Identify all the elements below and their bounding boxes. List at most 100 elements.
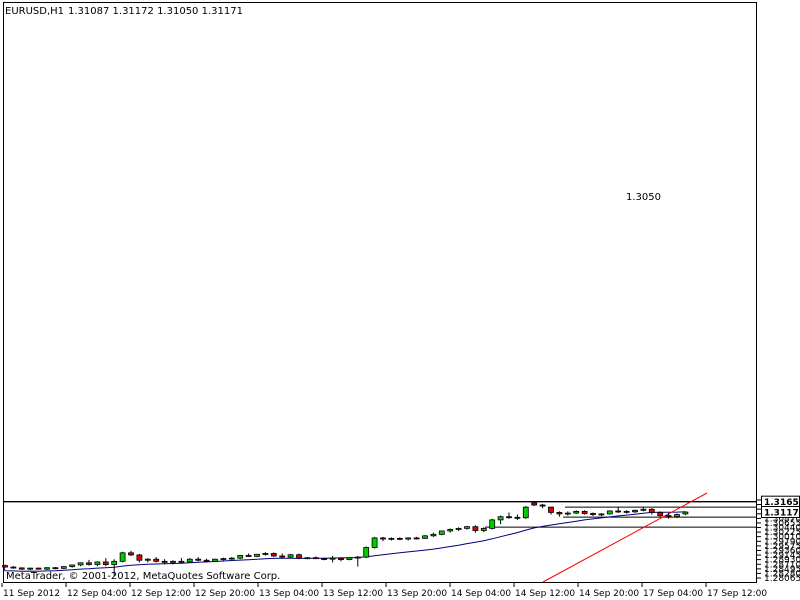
candle-body-bull <box>262 553 269 555</box>
x-tick-label: 11 Sep 2012 <box>3 589 60 599</box>
candle-body-bull <box>346 557 353 561</box>
candle <box>153 557 160 563</box>
candle-body-bear <box>18 567 25 570</box>
y-tick-label: 1.28495 <box>764 565 800 575</box>
candle <box>329 556 336 563</box>
candle-body-bull <box>27 567 34 570</box>
candle <box>464 525 470 530</box>
candle <box>556 511 563 517</box>
candle <box>94 561 101 567</box>
candle <box>195 557 202 562</box>
candle <box>598 513 605 517</box>
candle-body-bull <box>212 558 218 562</box>
candle <box>128 550 134 557</box>
candle <box>447 528 454 533</box>
candle-body-bear <box>10 566 17 569</box>
candle-body-bull <box>237 554 244 559</box>
candle-body-bear <box>380 537 386 540</box>
candle-body-bull <box>354 556 361 559</box>
candle-body-bear <box>86 562 92 565</box>
current-price-label: 1.31171 <box>764 508 800 518</box>
candle <box>480 527 487 533</box>
candle <box>380 536 386 542</box>
y-tick-label: 1.29790 <box>764 537 800 547</box>
candle <box>422 535 428 540</box>
candle-body-bull <box>186 558 193 563</box>
candle <box>472 525 479 533</box>
candle-body-bull <box>405 537 412 540</box>
candle <box>170 560 176 565</box>
candle <box>632 509 638 514</box>
candle-body-bull <box>388 537 395 540</box>
candle-body-bull <box>640 508 647 511</box>
candle-body-bull <box>573 510 580 514</box>
candle <box>539 503 546 509</box>
candle <box>548 506 554 515</box>
candle-body-bear <box>102 561 109 565</box>
candles <box>2 501 689 577</box>
candle <box>354 556 361 567</box>
y-tick-label: 1.30870 <box>764 514 800 524</box>
candle <box>682 511 689 516</box>
candle <box>371 536 378 549</box>
x-tick-label: 12 Sep 20:00 <box>195 589 255 599</box>
candle <box>270 552 277 558</box>
y-tick-label: 1.30655 <box>764 519 800 529</box>
support-level-label: 1.3050 <box>626 192 661 203</box>
candle <box>144 558 151 563</box>
candle-body-bear <box>581 510 588 514</box>
candle-body-bear <box>623 510 630 513</box>
y-tick-label: 1.28280 <box>764 569 800 579</box>
candle-body-bull <box>430 533 437 537</box>
candle-body-bear <box>153 558 160 562</box>
y-tick-label: 1.29145 <box>764 551 800 561</box>
candle <box>606 510 613 515</box>
candle <box>237 554 244 560</box>
candle-body-bull <box>329 557 336 560</box>
candle <box>18 567 25 570</box>
candle <box>388 537 395 541</box>
candle-body-bear <box>556 512 563 515</box>
candle <box>186 558 193 563</box>
candle-body-bear <box>296 554 302 559</box>
x-tick-label: 12 Sep 04:00 <box>67 589 127 599</box>
candle-body-bull <box>371 537 378 548</box>
candle <box>220 557 227 561</box>
candle <box>573 510 580 514</box>
candle <box>615 507 622 514</box>
candle <box>674 513 680 519</box>
x-tick-label: 17 Sep 04:00 <box>643 589 703 599</box>
candle-body-bear <box>195 558 202 561</box>
candle <box>405 537 412 541</box>
plot-frame <box>3 2 757 583</box>
candle <box>506 512 512 519</box>
candle-body-bull <box>480 527 487 531</box>
candle <box>363 546 370 559</box>
candle-body-bull <box>489 519 496 529</box>
candle <box>52 567 59 570</box>
candle <box>564 511 571 516</box>
candle-body-bear <box>548 506 554 513</box>
candle <box>312 556 319 560</box>
candle <box>228 557 235 560</box>
candle-body-bear <box>531 502 538 506</box>
candle <box>531 501 538 507</box>
candle-body-bear <box>312 557 319 560</box>
candle-body-bull <box>682 511 689 515</box>
x-tick-label: 14 Sep 12:00 <box>515 589 575 599</box>
candle <box>590 512 596 517</box>
candle <box>296 553 302 560</box>
candle-body-bull <box>44 567 50 570</box>
candle-body-bull <box>598 513 605 516</box>
candle-body-bull <box>606 510 613 515</box>
candle <box>489 518 496 530</box>
candle <box>27 567 34 571</box>
y-tick-label: 1.30010 <box>764 533 800 543</box>
candle-body-bear <box>506 516 512 519</box>
candle-body-bull <box>254 553 260 557</box>
candle <box>623 510 630 514</box>
y-tick-label: 1.29575 <box>764 542 800 552</box>
candle <box>69 564 76 568</box>
candle <box>119 551 126 563</box>
